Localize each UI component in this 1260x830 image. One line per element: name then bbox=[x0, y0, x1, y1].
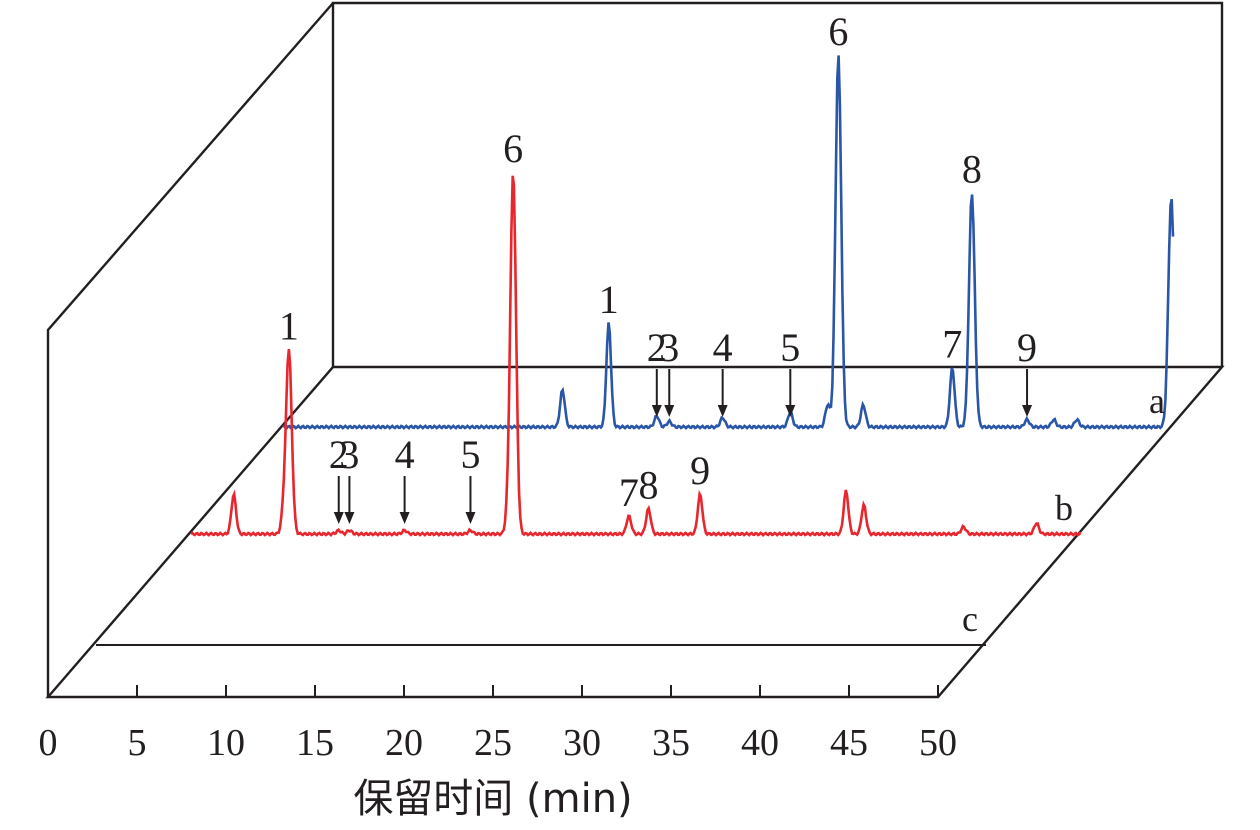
series-a-trace bbox=[282, 55, 1175, 431]
peak-label-b-1: 1 bbox=[279, 303, 299, 348]
x-tick-label-30: 30 bbox=[563, 722, 601, 764]
x-tick-label-45: 45 bbox=[830, 722, 868, 764]
left-wall bbox=[46, 2, 334, 697]
peak-label-a-3: 3 bbox=[659, 325, 679, 370]
trace-label-b: b bbox=[1055, 488, 1073, 528]
peak-label-a-8: 8 bbox=[962, 147, 982, 192]
x-tick-label-35: 35 bbox=[652, 722, 690, 764]
trace-label-c: c bbox=[962, 599, 978, 639]
peak-label-b-3: 3 bbox=[339, 432, 359, 477]
peak-label-a-6: 6 bbox=[828, 9, 848, 54]
peak-label-a-5: 5 bbox=[780, 325, 800, 370]
peak-label-b-6: 6 bbox=[503, 126, 523, 171]
peak-label-b-7: 7 bbox=[619, 470, 639, 515]
peak-label-a-1: 1 bbox=[599, 277, 619, 322]
peak-label-a-7: 7 bbox=[942, 321, 962, 366]
peak-arrowhead-b-2 bbox=[333, 512, 344, 524]
peak-arrowhead-a-3 bbox=[664, 405, 675, 417]
peak-label-b-2: 2 bbox=[329, 432, 349, 477]
trace-label-a: a bbox=[1149, 381, 1165, 421]
x-tick-label-25: 25 bbox=[474, 722, 512, 764]
peak-label-b-8: 8 bbox=[638, 463, 658, 508]
peak-label-b-5: 5 bbox=[460, 432, 480, 477]
x-tick-label-10: 10 bbox=[207, 722, 245, 764]
peak-label-b-4: 4 bbox=[395, 432, 415, 477]
back-wall bbox=[331, 1, 1224, 367]
x-tick-label-50: 50 bbox=[919, 722, 957, 764]
peak-label-a-9: 9 bbox=[1017, 325, 1037, 370]
floor bbox=[45, 365, 1225, 699]
peak-arrowhead-b-5 bbox=[465, 512, 476, 524]
peak-arrowhead-a-9 bbox=[1022, 405, 1033, 417]
peak-arrowhead-b-3 bbox=[344, 512, 355, 524]
x-axis-ticks: 0 5 10 15 20 25 30 35 40 45 50 bbox=[39, 685, 957, 764]
peak-label-b-9: 9 bbox=[690, 448, 710, 493]
series-b-trace bbox=[190, 175, 1082, 537]
x-tick-label-15: 15 bbox=[296, 722, 334, 764]
peak-arrowhead-a-4 bbox=[717, 405, 728, 417]
x-axis-title: 保留时间 (min) bbox=[353, 776, 632, 822]
frame-3d bbox=[45, 1, 1225, 699]
x-tick-label-40: 40 bbox=[741, 722, 779, 764]
peak-arrowhead-a-2 bbox=[651, 405, 662, 417]
x-tick-label-0: 0 bbox=[39, 722, 58, 764]
peak-arrowhead-b-4 bbox=[399, 512, 410, 524]
peak-label-a-4: 4 bbox=[713, 325, 733, 370]
x-tick-label-20: 20 bbox=[385, 722, 423, 764]
peak-arrowhead-a-5 bbox=[785, 405, 796, 417]
peak-label-a-2: 2 bbox=[647, 325, 667, 370]
series-layer bbox=[96, 55, 1175, 646]
x-tick-label-5: 5 bbox=[128, 722, 147, 764]
